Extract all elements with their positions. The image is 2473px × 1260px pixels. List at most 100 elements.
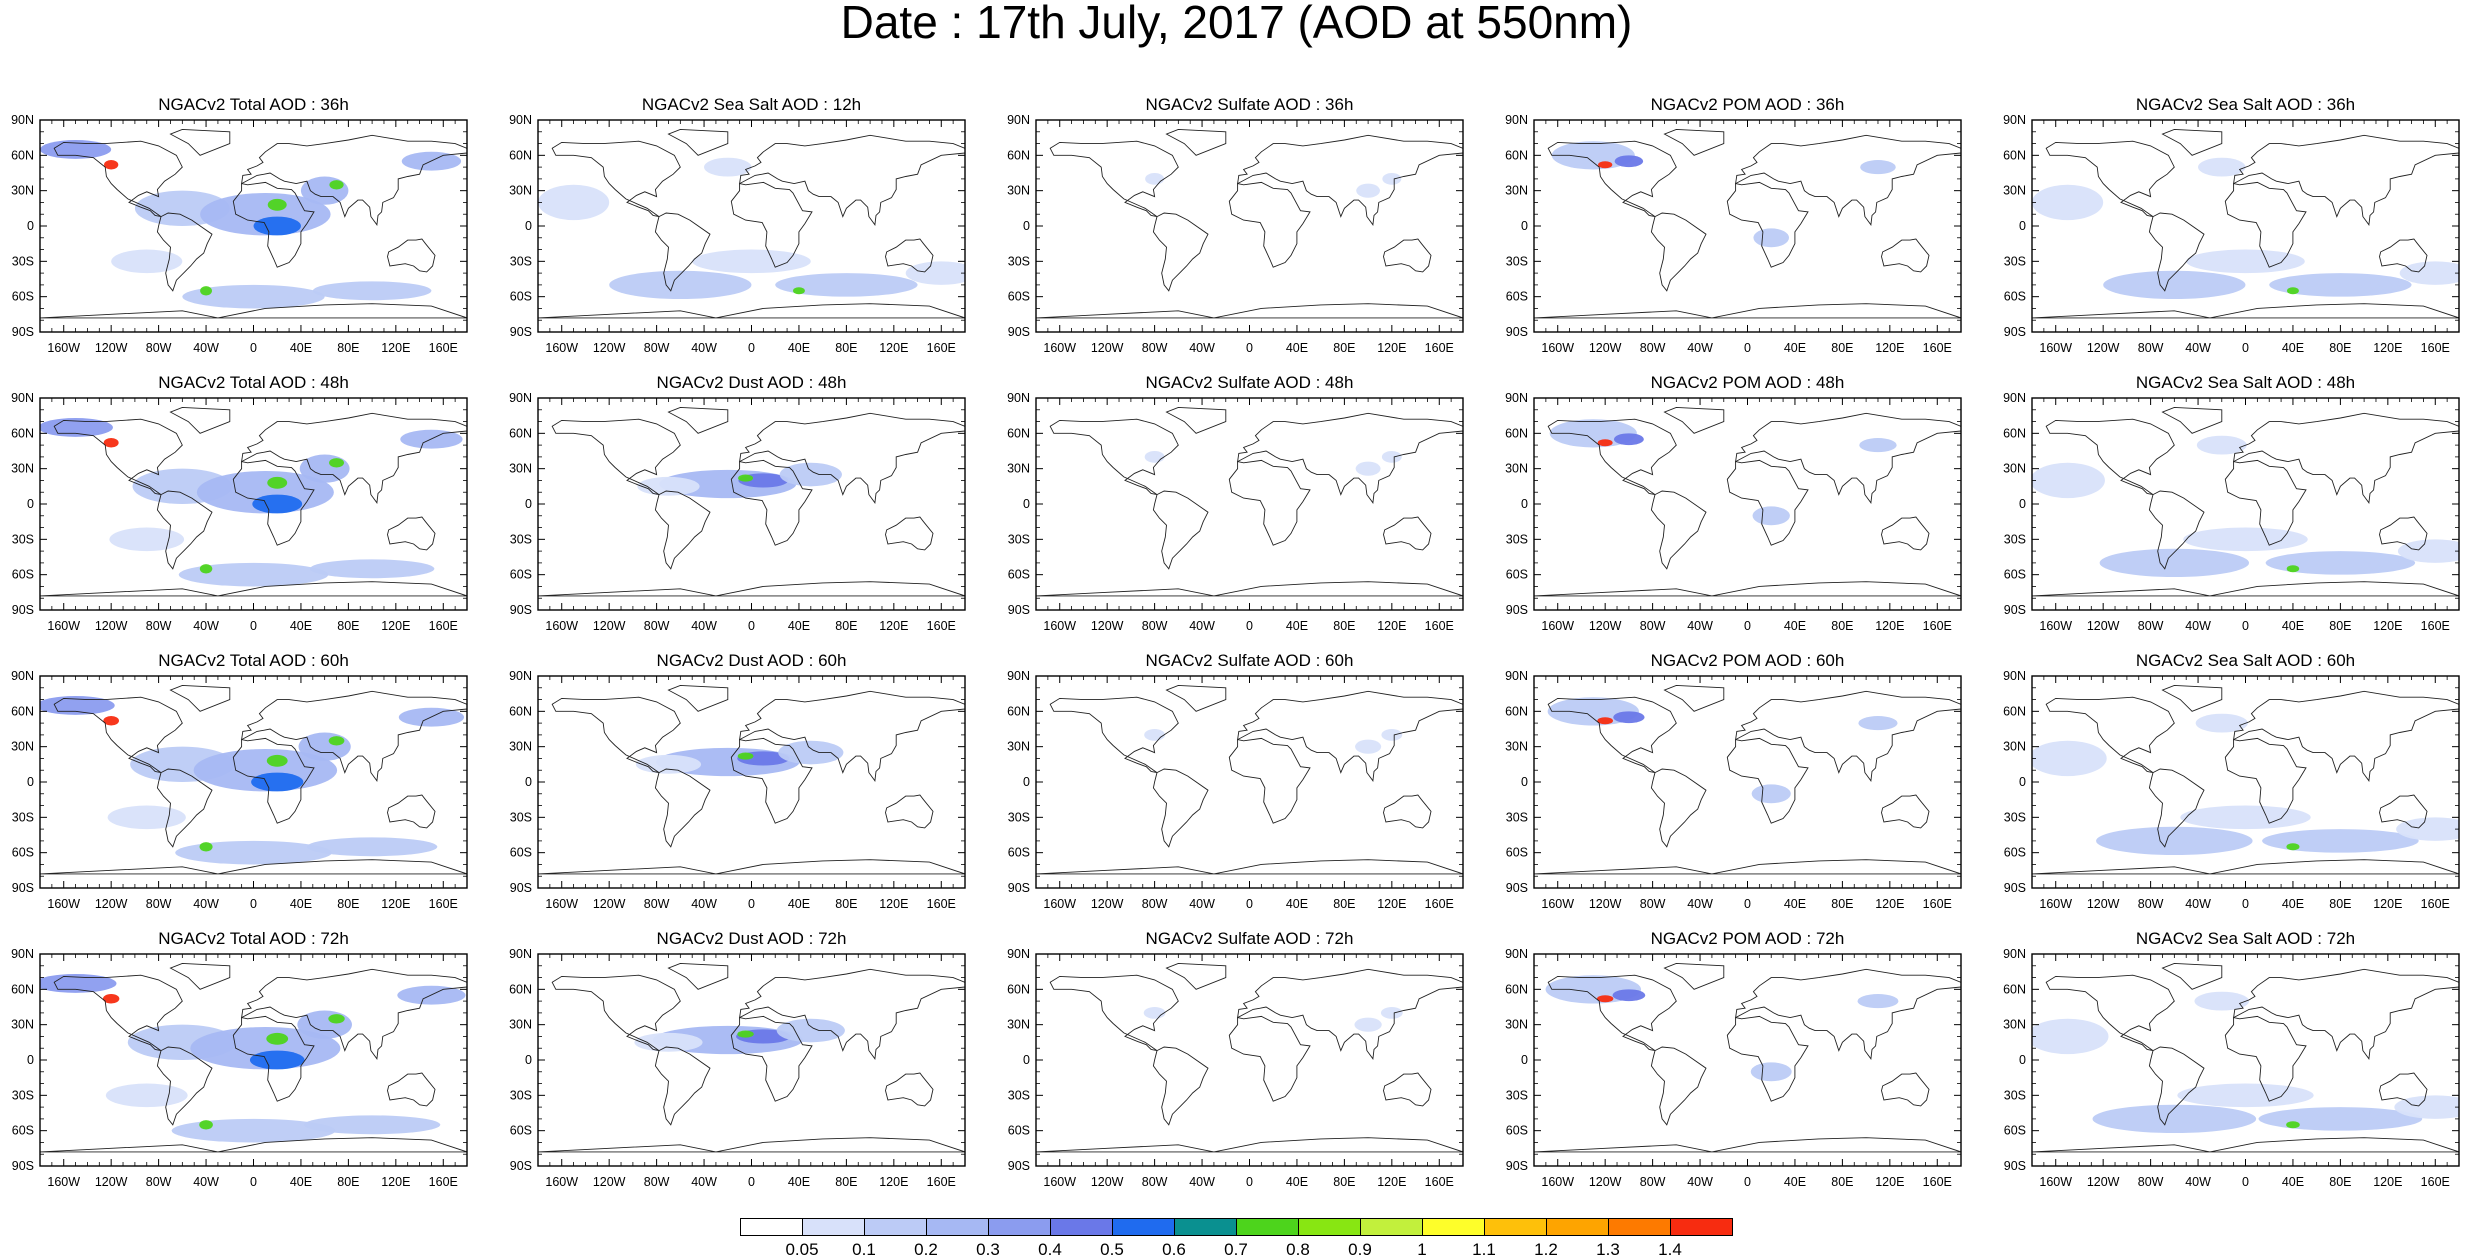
lat-tick-label: 30N bbox=[1007, 740, 1030, 754]
map-panel: NGACv2 Sea Salt AOD : 60h 90N 60N 30N 0 30S 60… bbox=[2003, 651, 2460, 911]
lon-tick-label: 0 bbox=[748, 341, 755, 355]
lon-tick-label: 40E bbox=[290, 619, 312, 633]
panel-title: NGACv2 Sulfate AOD : 72h bbox=[1146, 929, 1354, 948]
coastline bbox=[1165, 684, 1227, 712]
lon-tick-label: 40W bbox=[1189, 897, 1215, 911]
lon-tick-label: 80E bbox=[1333, 897, 1355, 911]
lon-tick-label: 40W bbox=[1189, 619, 1215, 633]
lon-tick-label: 120W bbox=[2087, 619, 2120, 633]
lon-tick-label: 40W bbox=[193, 341, 219, 355]
lon-tick-label: 80W bbox=[2138, 341, 2164, 355]
coastline bbox=[169, 684, 231, 712]
coastline bbox=[1663, 128, 1725, 156]
coastline bbox=[551, 974, 681, 1052]
colorbar-swatch bbox=[1422, 1218, 1485, 1236]
lon-tick-label: 80E bbox=[2329, 897, 2351, 911]
lon-tick-label: 40E bbox=[788, 897, 810, 911]
lat-tick-label: 30N bbox=[1007, 184, 1030, 198]
coastline bbox=[1547, 974, 1677, 1052]
lon-tick-label: 40W bbox=[1687, 619, 1713, 633]
colorbar-level-label: 0.7 bbox=[1224, 1240, 1248, 1259]
panel-title: NGACv2 Sea Salt AOD : 36h bbox=[2136, 95, 2355, 114]
lat-tick-label: 0 bbox=[27, 775, 34, 789]
lon-tick-label: 80E bbox=[1333, 1175, 1355, 1189]
colorbar-level-label: 1.4 bbox=[1658, 1240, 1682, 1259]
lat-tick-label: 0 bbox=[1023, 497, 1030, 511]
lon-tick-label: 0 bbox=[748, 1175, 755, 1189]
coastline bbox=[241, 412, 467, 504]
lat-tick-label: 30N bbox=[11, 184, 34, 198]
lon-tick-label: 120W bbox=[2087, 897, 2120, 911]
lon-tick-label: 80E bbox=[337, 619, 359, 633]
coastline bbox=[2148, 1046, 2205, 1126]
coastline bbox=[1383, 794, 1432, 829]
lon-tick-label: 80W bbox=[1142, 1175, 1168, 1189]
aod-field bbox=[538, 676, 965, 888]
coastline bbox=[53, 974, 183, 1052]
lon-tick-label: 160E bbox=[1923, 341, 1952, 355]
lat-tick-label: 30S bbox=[12, 254, 34, 268]
lon-tick-label: 120W bbox=[2087, 341, 2120, 355]
lon-tick-label: 0 bbox=[250, 1175, 257, 1189]
colorbar-level-label: 0.9 bbox=[1348, 1240, 1372, 1259]
lon-tick-label: 160E bbox=[927, 1175, 956, 1189]
coastline bbox=[2032, 859, 2459, 875]
lat-tick-label: 60S bbox=[12, 568, 34, 582]
panel-title: NGACv2 Sulfate AOD : 48h bbox=[1146, 373, 1354, 392]
map-panel: NGACv2 Total AOD : 60h 90N 60N 30N 0 30S 60S 90… bbox=[11, 651, 468, 911]
lat-tick-label: 60S bbox=[2004, 568, 2026, 582]
panel-title: NGACv2 Sulfate AOD : 36h bbox=[1146, 95, 1354, 114]
lon-tick-label: 120E bbox=[1377, 1175, 1406, 1189]
lat-tick-label: 0 bbox=[525, 1053, 532, 1067]
lon-tick-label: 40W bbox=[691, 897, 717, 911]
coastline bbox=[1726, 1015, 1809, 1102]
aod-field bbox=[1534, 676, 1961, 888]
lon-tick-label: 80E bbox=[835, 619, 857, 633]
lon-tick-label: 40W bbox=[2185, 1175, 2211, 1189]
lat-tick-label: 90N bbox=[1505, 113, 1528, 127]
lon-tick-label: 120E bbox=[381, 1175, 410, 1189]
lat-tick-label: 30S bbox=[1008, 532, 1030, 546]
lon-tick-label: 160E bbox=[429, 1175, 458, 1189]
panel-title: NGACv2 Dust AOD : 60h bbox=[657, 651, 847, 670]
aod-field bbox=[538, 954, 965, 1166]
colorbar-level-label: 1 bbox=[1417, 1240, 1427, 1259]
lat-tick-label: 30N bbox=[11, 740, 34, 754]
lon-tick-label: 160E bbox=[1923, 897, 1952, 911]
coastline bbox=[1881, 516, 1930, 551]
coastline bbox=[551, 418, 681, 496]
lat-tick-label: 0 bbox=[1023, 775, 1030, 789]
coastline bbox=[2148, 490, 2205, 570]
lat-tick-label: 90S bbox=[1506, 603, 1528, 617]
coastline bbox=[2161, 128, 2223, 156]
lon-tick-label: 160E bbox=[429, 341, 458, 355]
lon-tick-label: 80W bbox=[644, 619, 670, 633]
coastline bbox=[538, 303, 965, 319]
panel-title: NGACv2 POM AOD : 48h bbox=[1651, 373, 1845, 392]
lon-tick-label: 40E bbox=[290, 897, 312, 911]
lat-tick-label: 60N bbox=[11, 148, 34, 162]
map-panel: NGACv2 Sulfate AOD : 60h 90N 60N 30N 0 30S 60S… bbox=[1007, 651, 1464, 911]
coastline bbox=[2233, 968, 2459, 1060]
aod-field bbox=[2032, 120, 2459, 332]
lat-tick-label: 60S bbox=[12, 1124, 34, 1138]
lat-tick-label: 30N bbox=[1007, 462, 1030, 476]
aod-field bbox=[1036, 398, 1463, 610]
lat-tick-label: 30S bbox=[510, 254, 532, 268]
colorbar-level-label: 0.3 bbox=[976, 1240, 1000, 1259]
lon-tick-label: 160W bbox=[545, 341, 578, 355]
map-panel-grid: NGACv2 Total AOD : 36h 90N 60N 30N 0 30S 60S 90… bbox=[11, 95, 2460, 1189]
panel-title: NGACv2 Sea Salt AOD : 12h bbox=[642, 95, 861, 114]
coastline bbox=[1152, 212, 1209, 292]
lat-tick-label: 90N bbox=[509, 669, 532, 683]
coastline bbox=[2148, 768, 2205, 848]
lon-tick-label: 80W bbox=[146, 1175, 172, 1189]
lat-tick-label: 60N bbox=[2003, 148, 2026, 162]
lat-tick-label: 0 bbox=[27, 1053, 34, 1067]
lat-tick-label: 0 bbox=[1023, 1053, 1030, 1067]
coastline bbox=[1726, 737, 1809, 824]
lat-tick-label: 90N bbox=[1007, 113, 1030, 127]
lat-tick-label: 90S bbox=[510, 881, 532, 895]
lon-tick-label: 0 bbox=[748, 619, 755, 633]
lon-tick-label: 160E bbox=[1923, 1175, 1952, 1189]
